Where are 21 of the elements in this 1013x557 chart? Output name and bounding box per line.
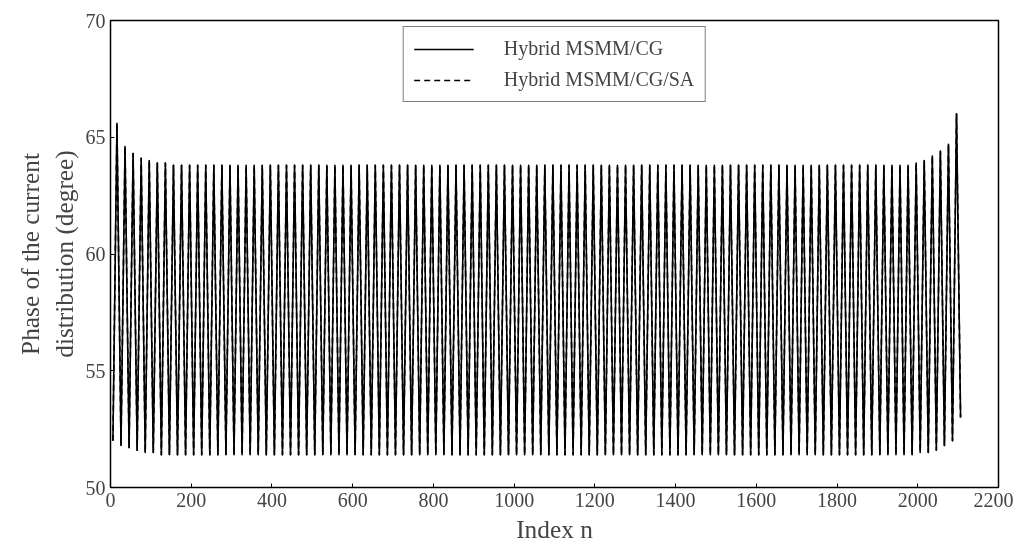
y-axis-title: Phase of the current distribution (degree) — [15, 150, 79, 358]
x-tick-label: 400 — [256, 488, 287, 511]
y-tick-label: 70 — [85, 9, 106, 32]
x-tick-label: 2200 — [973, 488, 1013, 511]
x-axis-title: Index n — [516, 514, 594, 543]
y-tick-label: 50 — [85, 476, 106, 499]
y-tick-label: 55 — [85, 359, 106, 382]
legend-label: Hybrid MSMM/CG — [503, 37, 664, 60]
x-tick-label: 600 — [337, 488, 368, 511]
x-tick-label: 2000 — [897, 488, 938, 511]
y-tick-label: 65 — [85, 126, 106, 149]
y-tick-label: 60 — [85, 243, 106, 265]
x-tick-label: 1400 — [655, 488, 696, 511]
x-tick-label: 1000 — [494, 488, 535, 511]
x-tick-label: 200 — [176, 488, 207, 511]
x-tick-label: 800 — [418, 488, 449, 511]
x-tick-label: 1600 — [736, 488, 777, 511]
x-tick-label: 1800 — [817, 488, 858, 511]
legend-label: Hybrid MSMM/CG/SA — [503, 68, 695, 91]
x-tick-label: 0 — [105, 488, 116, 511]
x-tick-label: 1200 — [574, 488, 615, 511]
